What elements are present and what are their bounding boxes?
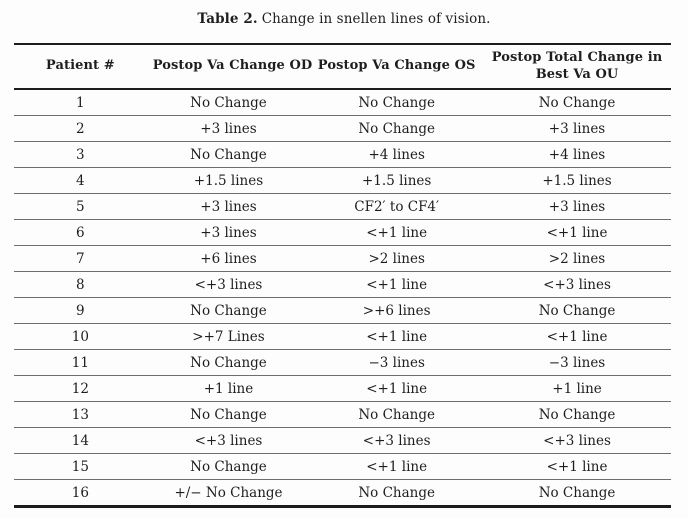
patient-number-cell: 8 — [14, 271, 147, 298]
table-caption-text: Change in snellen lines of vision. — [261, 11, 491, 27]
table-cell: +1.5 lines — [146, 167, 311, 194]
table-cell: No Change — [146, 297, 311, 324]
table-body: 1 No Change No Change No Change 2 +3 lines No … — [14, 89, 671, 507]
table-row: 5 +3 lines CF2′ to CF4′ +3 lines — [14, 193, 671, 220]
patient-number-cell: 1 — [14, 89, 147, 116]
table-cell: No Change — [146, 453, 311, 480]
table-cell: <+3 lines — [483, 427, 671, 454]
table-cell: >2 lines — [310, 245, 484, 272]
table-cell: +3 lines — [146, 193, 311, 220]
table-cell: No Change — [538, 484, 616, 501]
table-cell: No Change — [483, 89, 671, 116]
table-cell: No Change — [358, 484, 435, 501]
table-row: 13 No Change No Change No Change — [14, 401, 671, 428]
table-cell: No Change — [310, 89, 484, 116]
table-row: 4 +1.5 lines +1.5 lines +1.5 lines — [14, 167, 671, 194]
table-cell: +1.5 lines — [483, 167, 671, 194]
table-cell: No Change — [146, 89, 311, 116]
table-cell: <+3 lines — [146, 427, 311, 454]
patient-number-cell: 4 — [14, 167, 147, 194]
table-cell: <+3 lines — [483, 271, 671, 298]
table-cell: <+3 lines — [146, 271, 311, 298]
table-cell: −3 lines — [310, 349, 484, 376]
patient-number-cell: 11 — [14, 349, 147, 376]
table-cell: CF2′ to CF4′ — [310, 193, 484, 220]
table-cell: <+1 line — [310, 453, 484, 480]
table-row: 11 No Change −3 lines −3 lines — [14, 349, 671, 376]
table-cell: >2 lines — [483, 245, 671, 272]
table-cell: +4 lines — [310, 141, 484, 168]
table-cell: <+3 lines — [310, 427, 484, 454]
table-row: 1 No Change No Change No Change — [14, 89, 671, 116]
table-cell: No Change — [146, 141, 311, 168]
table-header-cell: Postop Total Change in Best Va OU — [483, 44, 671, 90]
table-cell: <+1 line — [310, 323, 484, 350]
patient-number-cell: 10 — [14, 323, 147, 350]
patient-number-cell: 3 — [14, 141, 147, 168]
patient-number-cell: 7 — [14, 245, 147, 272]
patient-number-cell: 2 — [14, 115, 147, 142]
table-cell: No Change — [146, 349, 311, 376]
table-row: 10 >+7 Lines <+1 line <+1 line — [14, 323, 671, 350]
table-cell: −3 lines — [483, 349, 671, 376]
table-cell: <+1 line — [483, 323, 671, 350]
table-caption-label: Table 2. — [197, 11, 258, 27]
table-cell: +3 lines — [483, 193, 671, 220]
table-cell: <+1 line — [310, 219, 484, 246]
table-cell: +1.5 lines — [310, 167, 484, 194]
table-cell: No Change — [310, 401, 484, 428]
table-cell: No Change — [310, 115, 484, 142]
table-cell: No Change — [483, 297, 671, 324]
table-cell: +/− No Change — [174, 484, 283, 501]
table-cell: No Change — [146, 401, 311, 428]
patient-number-cell: 14 — [14, 427, 147, 454]
patient-number-cell: 5 — [14, 193, 147, 220]
table-cell: >+6 lines — [310, 297, 484, 324]
table-header-cell: Patient # — [14, 44, 147, 90]
patient-number-cell: 12 — [14, 375, 147, 402]
patient-number-cell: 15 — [14, 453, 147, 480]
table-row: 15 No Change <+1 line <+1 line — [14, 453, 671, 480]
table-row: 2 +3 lines No Change +3 lines — [14, 115, 671, 142]
patient-number-cell: 13 — [14, 401, 147, 428]
table-cell: <+1 line — [483, 453, 671, 480]
table-cell: +4 lines — [483, 141, 671, 168]
table-header-cell: Postop Va Change OD — [146, 44, 312, 90]
table-cell: +3 lines — [146, 115, 311, 142]
patient-number-cell: 6 — [14, 219, 147, 246]
table-row: 8 <+3 lines <+1 line <+3 lines — [14, 271, 671, 298]
table-cell: <+1 line — [310, 375, 484, 402]
table-cell: <+1 line — [310, 271, 484, 298]
table-row: 7 +6 lines >2 lines >2 lines — [14, 245, 671, 272]
table-cell: +1 line — [483, 375, 671, 402]
table-caption: Table 2. Change in snellen lines of visio… — [0, 11, 688, 27]
table-cell: +6 lines — [146, 245, 311, 272]
table-row: 3 No Change +4 lines +4 lines — [14, 141, 671, 168]
table-row: 6 +3 lines <+1 line <+1 line — [14, 219, 671, 246]
table-cell: >+7 Lines — [146, 323, 311, 350]
table-row: 9 No Change >+6 lines No Change — [14, 297, 671, 324]
patient-number-cell: 9 — [14, 297, 147, 324]
table-row: 12 +1 line <+1 line +1 line — [14, 375, 671, 402]
table-header-row: Patient # Postop Va Change OD Postop Va Ch… — [14, 44, 671, 90]
table-cell: +1 line — [146, 375, 311, 402]
table-cell: +3 lines — [146, 219, 311, 246]
snellen-vision-table: Patient # Postop Va Change OD Postop Va Ch… — [14, 43, 671, 508]
table-cell: <+1 line — [483, 219, 671, 246]
table-cell: +3 lines — [483, 115, 671, 142]
table-row: 16 +/− No Change No Change No Change — [14, 480, 671, 507]
table-header-cell: Postop Va Change OS — [310, 44, 484, 90]
table-row: 14 <+3 lines <+3 lines <+3 lines — [14, 427, 671, 454]
table-cell: No Change — [483, 401, 671, 428]
patient-number-cell: 16 — [71, 484, 89, 501]
